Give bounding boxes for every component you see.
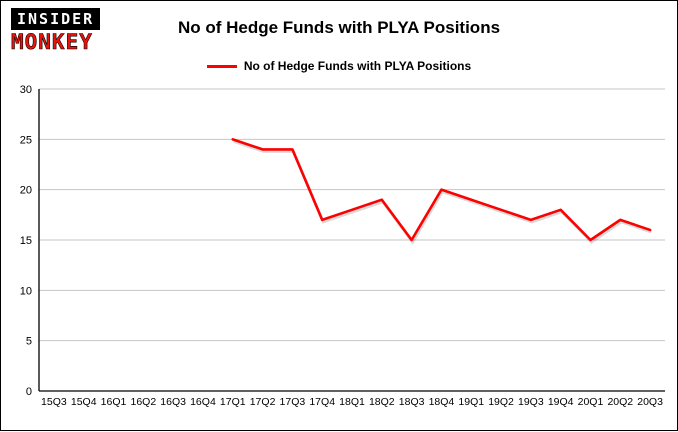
x-axis-tick-label: 18Q2	[369, 396, 395, 408]
x-axis-tick-label: 19Q1	[458, 396, 484, 408]
x-axis-tick-label: 15Q3	[41, 396, 67, 408]
legend-label: No of Hedge Funds with PLYA Positions	[243, 59, 472, 73]
x-axis-tick-label: 17Q2	[250, 396, 276, 408]
x-axis-tick-label: 20Q1	[578, 396, 604, 408]
logo-insider-text: INSIDER	[11, 8, 101, 30]
chart-title: No of Hedge Funds with PLYA Positions	[177, 18, 501, 37]
y-axis-tick-label: 5	[26, 336, 32, 348]
x-axis-tick-label: 16Q1	[101, 396, 127, 408]
x-axis-tick-label: 20Q2	[607, 396, 633, 408]
x-axis-tick-label: 18Q3	[399, 396, 425, 408]
legend-line-icon	[206, 64, 237, 68]
y-axis-tick-label: 0	[26, 386, 32, 398]
series-line	[231, 138, 652, 242]
y-axis-tick-label: 15	[20, 235, 32, 247]
x-axis-tick-label: 17Q3	[280, 396, 306, 408]
x-axis-tick-label: 19Q2	[488, 396, 514, 408]
x-axis-tick-label: 18Q4	[429, 396, 455, 408]
x-axis-tick-label: 20Q3	[637, 396, 663, 408]
x-axis-tick-label: 15Q4	[71, 396, 97, 408]
x-axis-tick-label: 17Q4	[309, 396, 335, 408]
x-axis-tick-label: 17Q1	[220, 396, 246, 408]
y-axis-tick-label: 25	[20, 134, 32, 146]
x-axis-tick-label: 16Q4	[190, 396, 216, 408]
x-axis-tick-label: 16Q3	[160, 396, 186, 408]
x-axis-tick-label: 19Q3	[518, 396, 544, 408]
x-axis-tick-label: 19Q4	[548, 396, 574, 408]
x-axis-tick-label: 16Q2	[130, 396, 156, 408]
insider-monkey-logo: INSIDER MONKEY	[11, 8, 101, 54]
logo-monkey-text: MONKEY	[11, 30, 93, 54]
y-axis-tick-label: 10	[20, 285, 32, 297]
x-axis-tick-label: 18Q1	[339, 396, 365, 408]
chart-legend: No of Hedge Funds with PLYA Positions	[1, 59, 677, 73]
y-axis-tick-label: 30	[20, 84, 32, 96]
y-axis-tick-label: 20	[20, 185, 32, 197]
